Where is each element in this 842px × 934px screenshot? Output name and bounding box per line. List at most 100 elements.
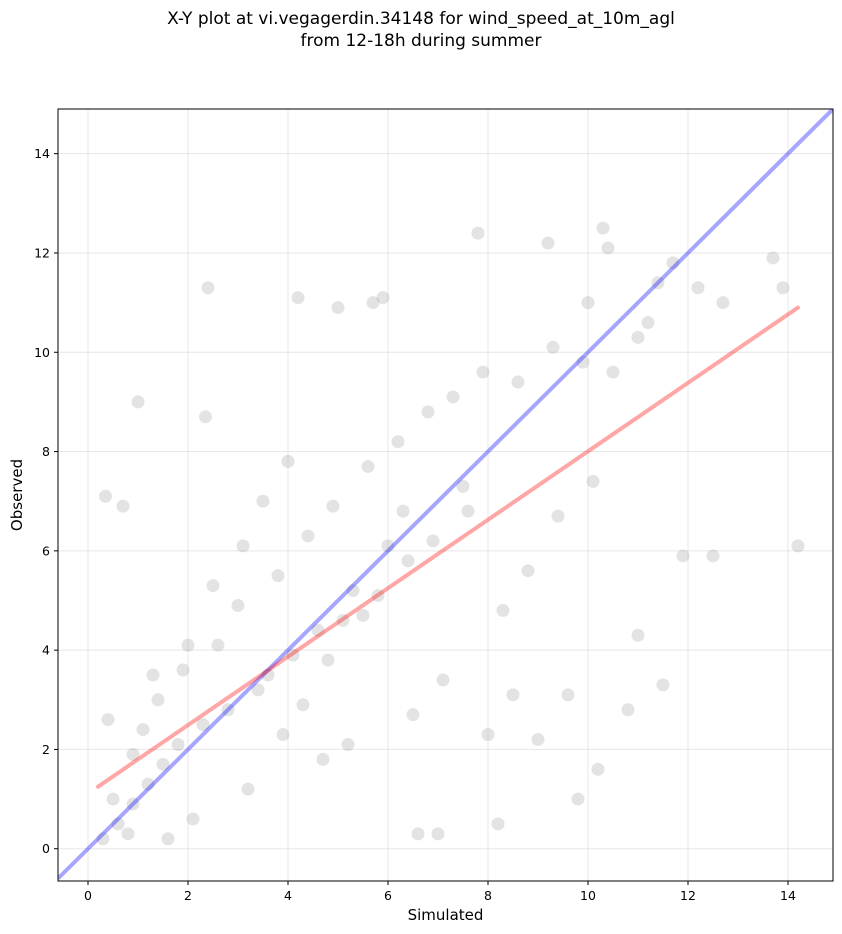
y-axis-label: Observed bbox=[8, 459, 26, 531]
y-tick-label: 10 bbox=[34, 345, 50, 360]
scatter-point bbox=[406, 708, 420, 722]
scatter-point bbox=[581, 296, 595, 310]
scatter-point bbox=[471, 226, 485, 240]
scatter-point bbox=[146, 668, 160, 682]
scatter-point bbox=[126, 797, 140, 811]
scatter-point bbox=[296, 698, 310, 712]
scatter-point bbox=[716, 296, 730, 310]
scatter-point bbox=[276, 728, 290, 742]
scatter-point bbox=[321, 653, 335, 667]
scatter-point bbox=[206, 579, 220, 593]
x-tick-label: 10 bbox=[580, 888, 596, 903]
scatter-point bbox=[411, 827, 425, 841]
scatter-point bbox=[596, 221, 610, 235]
chart-title: X-Y plot at vi.vegagerdin.34148 for wind… bbox=[0, 8, 842, 52]
scatter-point bbox=[676, 549, 690, 563]
scatter-point bbox=[221, 703, 235, 717]
scatter-point bbox=[396, 504, 410, 518]
scatter-point bbox=[121, 827, 135, 841]
x-tick-label: 4 bbox=[284, 888, 292, 903]
scatter-point bbox=[481, 728, 495, 742]
scatter-point bbox=[576, 355, 590, 369]
scatter-point bbox=[561, 688, 575, 702]
scatter-point bbox=[256, 494, 270, 508]
y-tick-label: 0 bbox=[42, 841, 50, 856]
scatter-point bbox=[156, 757, 170, 771]
scatter-point bbox=[446, 390, 460, 404]
scatter-point bbox=[546, 340, 560, 354]
scatter-point bbox=[99, 489, 112, 503]
scatter-point bbox=[176, 663, 190, 677]
scatter-point bbox=[491, 817, 505, 831]
scatter-point bbox=[371, 589, 385, 603]
scatter-point bbox=[341, 737, 355, 751]
scatter-point bbox=[101, 713, 115, 727]
scatter-point bbox=[136, 723, 150, 737]
scatter-point bbox=[621, 703, 635, 717]
scatter-point bbox=[601, 241, 615, 255]
axis-ticks: 0 2 4 6 8 10 12 14 0 2 4 6 8 10 12 14 bbox=[34, 146, 796, 903]
scatter-point bbox=[301, 529, 315, 543]
scatter-point bbox=[776, 281, 790, 295]
scatter-points bbox=[96, 221, 805, 846]
y-tick-label: 4 bbox=[42, 643, 50, 658]
scatter-point bbox=[401, 554, 415, 568]
scatter-point bbox=[531, 733, 545, 747]
grid-lines bbox=[58, 109, 833, 881]
scatter-point bbox=[181, 638, 195, 652]
scatter-point bbox=[106, 792, 120, 806]
scatter-point bbox=[356, 608, 370, 622]
scatter-point bbox=[421, 405, 435, 419]
y-tick-label: 12 bbox=[34, 245, 50, 260]
y-tick-label: 14 bbox=[34, 146, 50, 161]
scatter-point bbox=[336, 613, 350, 627]
chart-title-line-2: from 12-18h during summer bbox=[300, 31, 542, 51]
x-axis-label: Simulated bbox=[408, 906, 484, 924]
scatter-point bbox=[431, 827, 445, 841]
chart-title-line-1: X-Y plot at vi.vegagerdin.34148 for wind… bbox=[167, 9, 675, 29]
scatter-point bbox=[591, 762, 605, 776]
x-tick-label: 0 bbox=[84, 888, 92, 903]
scatter-point bbox=[541, 236, 555, 250]
x-tick-label: 2 bbox=[184, 888, 192, 903]
scatter-point bbox=[461, 504, 475, 518]
scatter-point bbox=[251, 683, 265, 697]
scatter-point bbox=[231, 598, 245, 612]
scatter-point bbox=[791, 539, 805, 553]
scatter-point bbox=[316, 752, 330, 766]
x-tick-label: 14 bbox=[780, 888, 796, 903]
y-tick-label: 6 bbox=[42, 543, 50, 558]
scatter-point bbox=[271, 569, 285, 583]
scatter-point bbox=[291, 291, 305, 305]
scatter-point bbox=[706, 549, 720, 563]
scatter-point bbox=[151, 693, 165, 707]
scatter-point bbox=[311, 623, 325, 637]
scatter-point bbox=[571, 792, 585, 806]
scatter-point bbox=[199, 410, 212, 424]
scatter-point bbox=[261, 668, 275, 682]
scatter-point bbox=[456, 479, 470, 493]
scatter-point bbox=[381, 539, 395, 553]
scatter-point bbox=[436, 673, 450, 687]
scatter-point bbox=[331, 301, 345, 315]
scatter-point bbox=[131, 395, 145, 409]
scatter-point bbox=[766, 251, 780, 265]
scatter-point bbox=[126, 747, 140, 761]
scatter-point bbox=[476, 365, 490, 379]
scatter-point bbox=[346, 584, 360, 598]
scatter-point bbox=[326, 499, 340, 513]
scatter-point bbox=[496, 603, 510, 617]
scatter-point bbox=[116, 499, 130, 513]
scatter-point bbox=[96, 832, 110, 846]
y-tick-label: 8 bbox=[42, 444, 50, 459]
regression-fit-line bbox=[96, 305, 800, 789]
scatter-point bbox=[211, 638, 225, 652]
scatter-point bbox=[551, 509, 565, 523]
x-tick-label: 6 bbox=[384, 888, 392, 903]
scatter-point bbox=[186, 812, 200, 826]
scatter-point bbox=[286, 648, 300, 662]
reference-lines bbox=[58, 109, 833, 880]
scatter-point bbox=[171, 737, 185, 751]
scatter-point bbox=[236, 539, 250, 553]
scatter-point bbox=[606, 365, 620, 379]
